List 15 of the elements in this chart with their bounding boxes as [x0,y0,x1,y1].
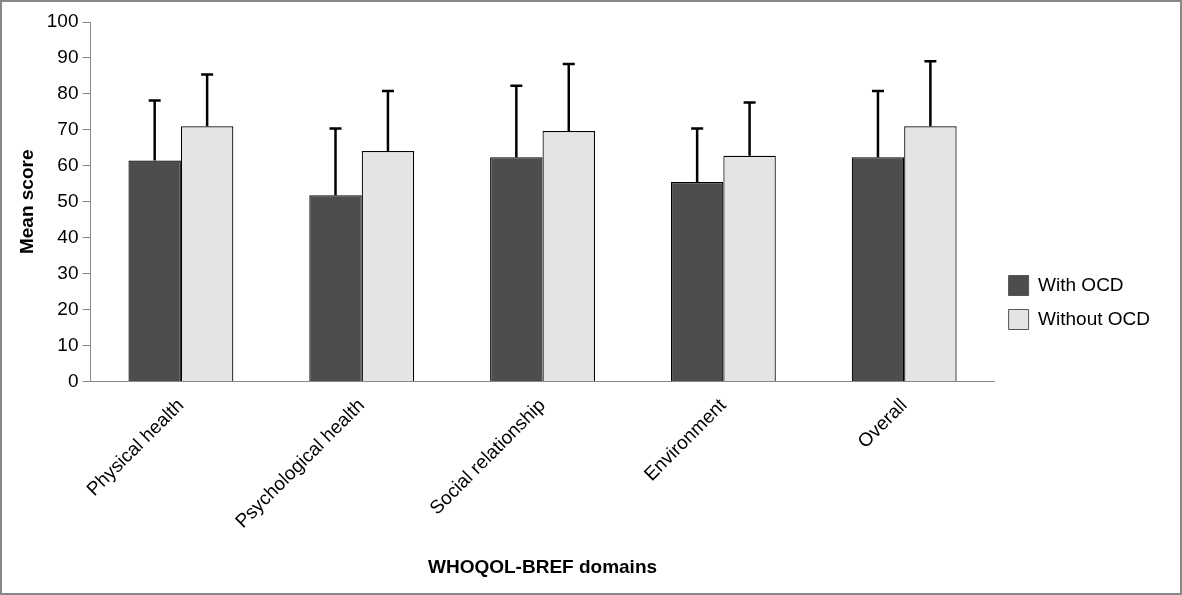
y-tick-label: 50 [57,190,79,212]
y-tick-label: 40 [57,225,79,247]
y-tick-label: 30 [57,261,79,283]
legend-label: Without OCD [1038,307,1151,329]
y-tick-label: 90 [57,46,79,68]
y-tick-label: 10 [57,333,79,355]
y-tick-label: 60 [57,154,79,176]
legend-label: With OCD [1038,273,1124,295]
y-tick-label: 0 [67,369,79,391]
y-tick-label: 70 [57,118,79,140]
y-tick-label: 20 [57,297,79,319]
x-axis-title: WHOQOL-BREF domains [428,555,658,577]
y-axis-title: Mean score [15,149,37,255]
y-tick-label: 80 [57,82,79,104]
y-tick-label: 100 [46,10,79,32]
